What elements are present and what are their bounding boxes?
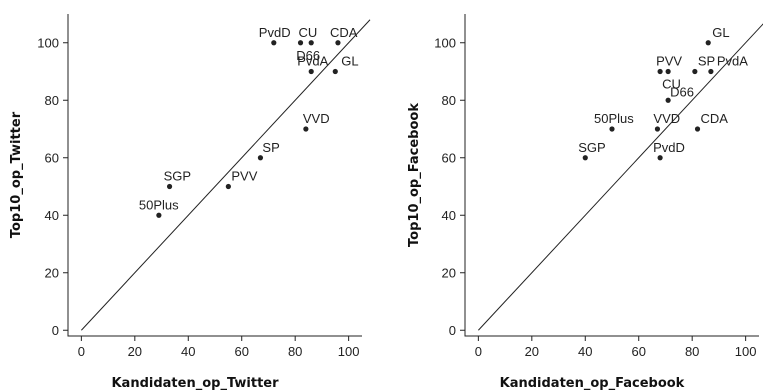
x-tick-label: 100	[735, 344, 757, 359]
data-point-pvdd	[658, 155, 663, 160]
y-tick-label: 80	[45, 93, 59, 108]
y-tick-label: 0	[52, 323, 59, 338]
y-tick-label: 80	[442, 93, 456, 108]
data-point-sp	[258, 155, 263, 160]
point-label-gl: GL	[341, 54, 358, 69]
y-tick-label: 20	[45, 265, 59, 280]
data-point-vvd	[655, 126, 660, 131]
point-label-cda: CDA	[330, 25, 358, 40]
point-label-pvv: PVV	[656, 54, 682, 69]
point-label-sp: SP	[698, 54, 715, 69]
data-point-cu	[298, 40, 303, 45]
x-tick-label: 0	[475, 344, 482, 359]
point-label-pvv: PVV	[231, 169, 257, 184]
data-point-50plus	[156, 213, 161, 218]
y-tick-label: 20	[442, 265, 456, 280]
x-tick-label: 20	[525, 344, 539, 359]
point-label-sp: SP	[262, 140, 279, 155]
y-tick-label: 60	[45, 150, 59, 165]
point-label-cu: CU	[299, 25, 318, 40]
y-tick-label: 40	[45, 208, 59, 223]
point-label-sgp: SGP	[164, 169, 191, 184]
point-label-gl: GL	[712, 25, 729, 40]
data-point-cu	[666, 69, 671, 74]
data-point-gl	[333, 69, 338, 74]
point-label-pvdd: PvdD	[259, 25, 291, 40]
point-label-sgp: SGP	[578, 140, 605, 155]
data-point-50plus	[609, 126, 614, 131]
data-point-d66	[309, 40, 314, 45]
y-tick-label: 40	[442, 208, 456, 223]
x-axis-title: Kandidaten_op_Facebook	[500, 376, 685, 391]
data-point-sgp	[583, 155, 588, 160]
data-point-sp	[692, 69, 697, 74]
y-tick-label: 100	[434, 35, 456, 50]
x-tick-label: 40	[578, 344, 592, 359]
y-tick-label: 100	[37, 35, 59, 50]
data-point-cda	[335, 40, 340, 45]
data-point-sgp	[167, 184, 172, 189]
x-tick-label: 20	[128, 344, 142, 359]
x-tick-label: 40	[181, 344, 195, 359]
y-tick-label: 60	[442, 150, 456, 165]
x-axis-title: Kandidaten_op_Twitter	[111, 376, 279, 391]
y-axis-title: Top10_op_Facebook	[407, 103, 422, 247]
point-label-pvda: PvdA	[717, 54, 748, 69]
data-point-pvdd	[271, 40, 276, 45]
point-label-vvd: VVD	[653, 111, 680, 126]
point-label-50plus: 50Plus	[594, 111, 634, 126]
data-point-pvv	[658, 69, 663, 74]
data-point-pvda	[309, 69, 314, 74]
data-point-cda	[695, 126, 700, 131]
point-label-cda: CDA	[701, 111, 729, 126]
point-label-50plus: 50Plus	[139, 197, 179, 212]
data-point-vvd	[303, 126, 308, 131]
point-label-pvda: PvdA	[297, 54, 328, 69]
data-point-gl	[706, 40, 711, 45]
x-tick-label: 100	[338, 344, 360, 359]
point-label-d66: D66	[670, 84, 694, 99]
x-tick-label: 60	[234, 344, 248, 359]
x-tick-label: 80	[685, 344, 699, 359]
y-axis-title: Top10_op_Twitter	[9, 111, 24, 238]
data-point-pvv	[226, 184, 231, 189]
x-tick-label: 0	[78, 344, 85, 359]
data-point-pvda	[708, 69, 713, 74]
x-tick-label: 80	[288, 344, 302, 359]
x-tick-label: 60	[631, 344, 645, 359]
point-label-vvd: VVD	[303, 111, 330, 126]
y-tick-label: 0	[449, 323, 456, 338]
point-label-pvdd: PvdD	[653, 140, 685, 155]
